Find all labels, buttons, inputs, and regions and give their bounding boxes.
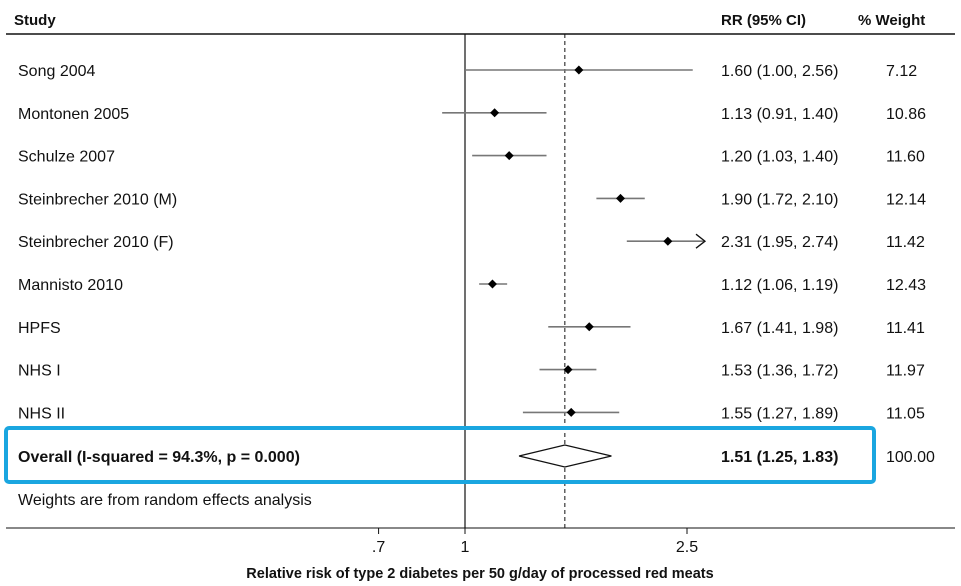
rr-column-header: RR (95% CI) bbox=[721, 12, 806, 29]
weight-value: 12.14 bbox=[886, 191, 926, 208]
x-axis-label: Relative risk of type 2 diabetes per 50 … bbox=[246, 566, 713, 582]
rr-text: 1.53 (1.36, 1.72) bbox=[721, 363, 838, 380]
study-row: Schulze 2007 1.20 (1.03, 1.40) 11.60 bbox=[18, 149, 925, 166]
point-estimate-marker bbox=[663, 236, 673, 246]
study-column-header: Study bbox=[14, 12, 56, 29]
x-tick-label: .7 bbox=[372, 539, 385, 556]
weight-value: 10.86 bbox=[886, 106, 926, 123]
point-estimate-marker bbox=[574, 65, 584, 75]
overall-label: Overall (I-squared = 94.3%, p = 0.000) bbox=[18, 449, 300, 466]
study-row: Steinbrecher 2010 (M) 1.90 (1.72, 2.10) 12… bbox=[18, 191, 926, 208]
weight-value: 12.43 bbox=[886, 277, 926, 294]
study-name: HPFS bbox=[18, 320, 61, 337]
point-estimate-marker bbox=[566, 407, 576, 417]
point-estimate-marker bbox=[490, 108, 500, 118]
study-row: Montonen 2005 1.13 (0.91, 1.40) 10.86 bbox=[18, 106, 926, 123]
x-tick-label: 1 bbox=[461, 539, 470, 556]
x-axis-ticks: .7 1 2.5 bbox=[372, 528, 698, 556]
weight-value: 11.42 bbox=[886, 234, 925, 251]
point-estimate-marker bbox=[563, 365, 573, 375]
point-estimate-marker bbox=[487, 279, 497, 289]
study-name: NHS I bbox=[18, 363, 61, 380]
weights-note: Weights are from random effects analysis bbox=[18, 492, 312, 509]
rr-text: 1.67 (1.41, 1.98) bbox=[721, 320, 838, 337]
rr-text: 1.12 (1.06, 1.19) bbox=[721, 277, 838, 294]
study-name: Schulze 2007 bbox=[18, 149, 115, 166]
overall-rr-text: 1.51 (1.25, 1.83) bbox=[721, 449, 838, 466]
study-row: Mannisto 2010 1.12 (1.06, 1.19) 12.43 bbox=[18, 277, 926, 294]
weight-value: 11.97 bbox=[886, 363, 925, 380]
study-row: NHS I 1.53 (1.36, 1.72) 11.97 bbox=[18, 363, 925, 380]
point-estimate-marker bbox=[616, 193, 626, 203]
study-row: Song 2004 1.60 (1.00, 2.56) 7.12 bbox=[18, 63, 917, 80]
weight-column-header: % Weight bbox=[858, 12, 925, 29]
rr-text: 1.55 (1.27, 1.89) bbox=[721, 405, 838, 422]
overall-highlight-box bbox=[4, 426, 876, 484]
study-row: HPFS 1.67 (1.41, 1.98) 11.41 bbox=[18, 320, 925, 337]
rr-text: 1.13 (0.91, 1.40) bbox=[721, 106, 838, 123]
study-row: NHS II 1.55 (1.27, 1.89) 11.05 bbox=[18, 405, 925, 422]
rr-text: 1.20 (1.03, 1.40) bbox=[721, 149, 838, 166]
study-name: Montonen 2005 bbox=[18, 106, 129, 123]
ci-arrow bbox=[695, 233, 707, 249]
point-estimate-marker bbox=[504, 151, 514, 161]
study-rows: Song 2004 1.60 (1.00, 2.56) 7.12 Montonen 2… bbox=[18, 63, 926, 422]
weight-value: 11.05 bbox=[886, 405, 925, 422]
rr-text: 1.90 (1.72, 2.10) bbox=[721, 191, 838, 208]
rr-text: 2.31 (1.95, 2.74) bbox=[721, 234, 838, 251]
weight-value: 11.60 bbox=[886, 149, 925, 166]
study-name: Song 2004 bbox=[18, 63, 96, 80]
weight-value: 7.12 bbox=[886, 63, 917, 80]
study-name: Steinbrecher 2010 (F) bbox=[18, 234, 174, 251]
study-name: Steinbrecher 2010 (M) bbox=[18, 191, 177, 208]
overall-weight: 100.00 bbox=[886, 449, 935, 466]
overall-diamond bbox=[518, 444, 612, 468]
x-tick-label: 2.5 bbox=[676, 539, 698, 556]
study-name: NHS II bbox=[18, 405, 65, 422]
weight-value: 11.41 bbox=[886, 320, 925, 337]
study-row: Steinbrecher 2010 (F) 2.31 (1.95, 2.74) 11… bbox=[18, 233, 925, 251]
study-name: Mannisto 2010 bbox=[18, 277, 123, 294]
point-estimate-marker bbox=[584, 322, 594, 332]
rr-text: 1.60 (1.00, 2.56) bbox=[721, 63, 838, 80]
